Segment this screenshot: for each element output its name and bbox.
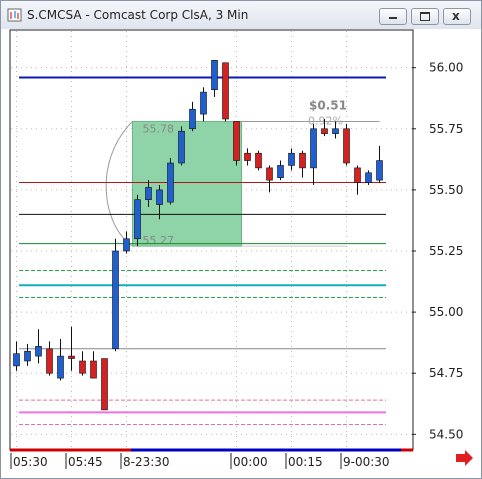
candle-body <box>35 346 42 357</box>
candle-body <box>134 199 141 240</box>
box-high-label: 55.78 <box>143 122 175 135</box>
x-tick-label: 05:30 <box>13 455 48 469</box>
candle-body <box>332 128 339 134</box>
candle-body <box>244 152 251 161</box>
y-tick-label: 55.25 <box>429 244 463 258</box>
candle-body <box>167 162 174 203</box>
candle-body <box>299 152 306 169</box>
maximize-button[interactable] <box>411 8 439 25</box>
x-tick-label: 00:15 <box>288 455 323 469</box>
chart: 54.50 54.75 55.00 55.25 55.50 55.75 56.00 05:30… <box>1 29 481 478</box>
candle-body <box>255 152 262 169</box>
candle-body <box>288 152 295 166</box>
y-tick-label: 55.75 <box>429 122 463 136</box>
candle-body <box>101 358 108 411</box>
candle-body <box>46 348 53 374</box>
x-tick-label: 8-23:30 <box>123 455 170 469</box>
candle-body <box>200 91 207 115</box>
y-tick-label: 54.75 <box>429 366 463 380</box>
window-title: S.CMCSA - Comcast Corp ClsA, 3 Min <box>27 8 249 22</box>
y-tick-label: 54.50 <box>429 427 463 441</box>
candle-body <box>277 165 284 178</box>
app-icon <box>7 8 22 22</box>
candle-body <box>365 172 372 183</box>
candle-body <box>222 62 229 120</box>
candle-body <box>79 360 86 374</box>
candle-body <box>376 160 383 181</box>
scroll-arrow[interactable] <box>456 450 473 466</box>
annotation: 0.92% <box>308 114 343 127</box>
candle-body <box>13 353 20 367</box>
minimize-button[interactable] <box>379 8 407 25</box>
candle-body <box>310 128 317 169</box>
candle-body <box>266 167 273 181</box>
candle-body <box>211 60 218 90</box>
candle-body <box>321 128 328 134</box>
box-low-label: 55.27 <box>143 234 175 247</box>
candle-body <box>178 130 185 164</box>
annotation: $0.51 <box>309 98 347 112</box>
candle-body <box>68 355 75 359</box>
candle-body <box>354 167 361 183</box>
candle-body <box>145 187 152 200</box>
plot-area <box>9 29 414 451</box>
candle-body <box>343 128 350 164</box>
range-box <box>132 120 242 247</box>
y-tick-label: 56.00 <box>429 61 463 75</box>
candle-body <box>57 355 64 379</box>
x-tick-label: 00:00 <box>233 455 268 469</box>
candle-body <box>112 250 119 350</box>
candle-body <box>189 108 196 130</box>
candle-body <box>90 360 97 379</box>
range-arc <box>105 121 133 247</box>
y-tick-label: 55.50 <box>429 183 463 197</box>
candle-body <box>156 189 163 205</box>
x-tick-label: 9-00:30 <box>343 455 390 469</box>
x-tick-label: 05:45 <box>68 455 103 469</box>
title-bar: S.CMCSA - Comcast Corp ClsA, 3 Min x <box>1 1 481 29</box>
candle-body <box>233 121 240 161</box>
y-tick-label: 55.00 <box>429 305 463 319</box>
candle-body <box>123 238 130 252</box>
candle-body <box>24 350 31 362</box>
close-button[interactable]: x <box>443 8 471 25</box>
